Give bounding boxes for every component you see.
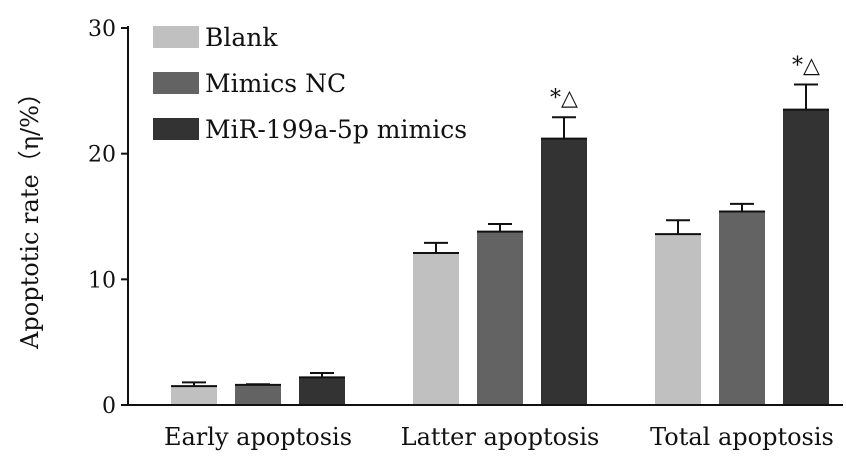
y-tick-label: 20: [88, 143, 116, 168]
x-category-label: Total apoptosis: [650, 423, 834, 451]
x-category-label: Early apoptosis: [164, 423, 352, 451]
legend-swatch: [153, 118, 199, 140]
bar: [655, 234, 701, 405]
bar: [235, 384, 281, 405]
bar: [783, 109, 829, 405]
plot-area: *△ *△: [171, 54, 829, 405]
legend-swatch: [153, 72, 199, 94]
significance-marker: *△: [550, 86, 578, 111]
legend: Blank Mimics NC MiR-199a-5p mimics: [153, 23, 467, 144]
legend-swatch: [153, 26, 199, 48]
y-tick-label: 10: [88, 268, 116, 293]
bar: [299, 377, 345, 405]
bar: [413, 252, 459, 405]
y-axis-label: Apoptotic rate（η/%）: [16, 81, 44, 350]
bar: [171, 386, 217, 405]
bar: [477, 231, 523, 405]
y-tick-label: 30: [88, 17, 116, 42]
bar: [719, 211, 765, 405]
legend-label: MiR-199a-5p mimics: [205, 115, 467, 144]
y-axis-ticks: 0 10 20 30: [88, 17, 128, 419]
y-tick-label: 0: [102, 394, 116, 419]
x-category-label: Latter apoptosis: [401, 423, 600, 451]
x-axis-categories: Early apoptosis Latter apoptosis Total apo…: [164, 423, 834, 451]
significance-marker: *△: [792, 54, 820, 79]
bar: [541, 138, 587, 405]
legend-label: Mimics NC: [205, 69, 346, 98]
legend-label: Blank: [205, 23, 278, 52]
